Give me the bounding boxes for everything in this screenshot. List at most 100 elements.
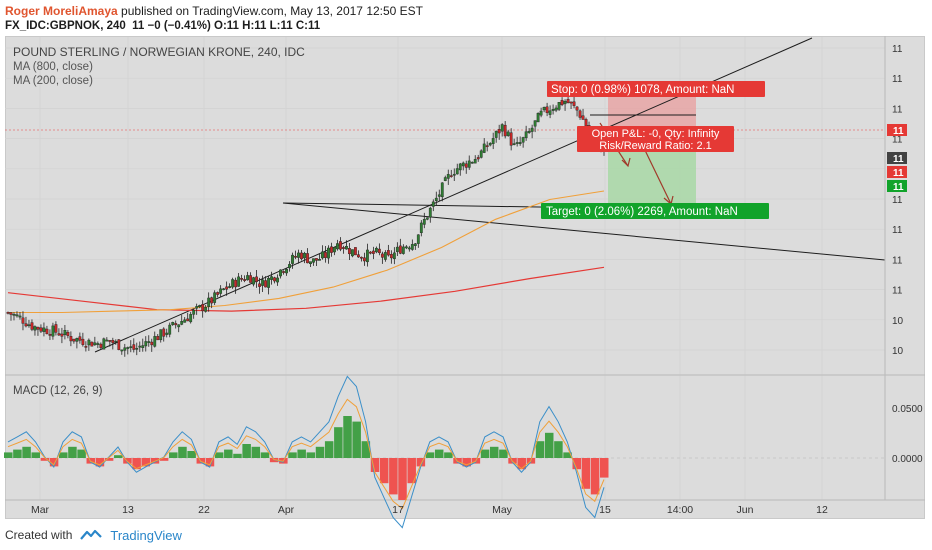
candle-body (509, 132, 513, 146)
candle-body (228, 286, 232, 288)
candle-body (273, 277, 276, 282)
candle-body (557, 102, 561, 110)
candle-body (368, 251, 372, 254)
macd-bar (563, 452, 572, 458)
macd-bar (462, 458, 471, 467)
candle-body (416, 234, 420, 244)
candle-body (180, 321, 184, 325)
candle-body (54, 324, 58, 333)
author-link[interactable]: Roger MoreliAmaya (5, 4, 118, 18)
candle-body (168, 324, 172, 335)
macd-bar (315, 446, 325, 458)
candle-body (515, 142, 519, 144)
macd-bar (31, 452, 41, 458)
candle-body (159, 329, 163, 341)
grid-vertical (39, 37, 823, 500)
candle-body (485, 145, 489, 148)
candle-body (258, 283, 261, 287)
candle-body (189, 314, 193, 323)
candle-body (539, 110, 543, 116)
candle-body (75, 338, 79, 342)
candle-body (114, 340, 118, 343)
publish-line: Roger MoreliAmaya published on TradingVi… (5, 4, 423, 18)
candle-body (461, 162, 465, 167)
macd-bar (59, 452, 68, 458)
macd-title: MACD (12, 26, 9) (13, 385, 103, 397)
svg-text:11: 11 (893, 182, 904, 193)
macd-bar (407, 458, 416, 484)
macd-bar (554, 441, 563, 458)
candle-body (300, 252, 303, 260)
candle-body (348, 248, 351, 255)
candle-body (527, 130, 531, 133)
candle-body (294, 255, 297, 258)
candle-body (458, 163, 462, 171)
candle-body (72, 338, 76, 342)
candle-body (9, 312, 13, 315)
price-tag: 11 (887, 166, 907, 179)
candle-body (431, 201, 435, 207)
candle-body (452, 173, 456, 176)
macd-bar (480, 449, 490, 458)
candle-body (6, 312, 10, 314)
macd-bar (444, 452, 453, 458)
candle-body (488, 143, 492, 146)
candle-body (419, 222, 423, 234)
macd-bar (572, 458, 581, 470)
macd-bar (224, 449, 233, 458)
candle-body (156, 336, 160, 341)
candle-body (360, 256, 363, 259)
tradingview-brand[interactable]: TradingView (110, 527, 182, 543)
candle-body (183, 319, 187, 323)
candle-body (422, 219, 426, 225)
candle-body (333, 247, 336, 253)
candle-body (120, 349, 124, 352)
macd-bar (22, 446, 31, 458)
candle-body (102, 338, 106, 350)
candle-body (476, 157, 480, 160)
candle-body (545, 106, 549, 113)
macd-bar (205, 458, 215, 467)
candle-body (249, 275, 252, 283)
stop-label: Stop: 0 (0.98%) 1078, Amount: NaN (547, 81, 765, 97)
candle-body (147, 341, 151, 343)
candle-body (327, 247, 330, 259)
candle-body (18, 315, 22, 318)
candle-body (39, 327, 43, 332)
candle-body (473, 159, 477, 164)
candle-body (371, 250, 375, 254)
candle-body (81, 338, 85, 345)
candle-body (497, 129, 501, 134)
trendline-down[interactable] (282, 202, 886, 261)
candle-body (63, 330, 67, 336)
svg-text:11: 11 (893, 168, 904, 179)
time-tick-label: 17 (392, 504, 404, 516)
candle-body (524, 131, 528, 139)
price-tick-label: 11 (892, 225, 903, 236)
time-axis[interactable]: Mar 13 22 Apr 17 May 15 14:00 Jun 12 (31, 504, 828, 516)
macd-bar (169, 452, 178, 458)
candle-body (407, 247, 411, 250)
candle-body (383, 252, 387, 260)
candle-body (78, 336, 82, 341)
candle-body (213, 292, 217, 303)
chart-frame[interactable] (5, 36, 925, 519)
macd-bar (361, 441, 371, 458)
candle-body (479, 150, 483, 158)
price-axis[interactable]: 1111111111111111111010 (892, 44, 904, 357)
candle-body (446, 174, 450, 179)
candle-body (318, 259, 321, 261)
candle-body (45, 328, 49, 335)
macd-bar (68, 446, 77, 458)
candle-body (395, 246, 399, 252)
macd-bar (581, 458, 591, 489)
ma200-line (8, 190, 605, 314)
macd-bar (370, 458, 380, 472)
macd-bar (334, 427, 343, 458)
time-tick-label: 12 (816, 504, 828, 516)
macd-bar (288, 452, 297, 458)
symbol-text: FX_IDC:GBPNOK, 240 (5, 20, 126, 32)
candle-body (386, 250, 390, 256)
